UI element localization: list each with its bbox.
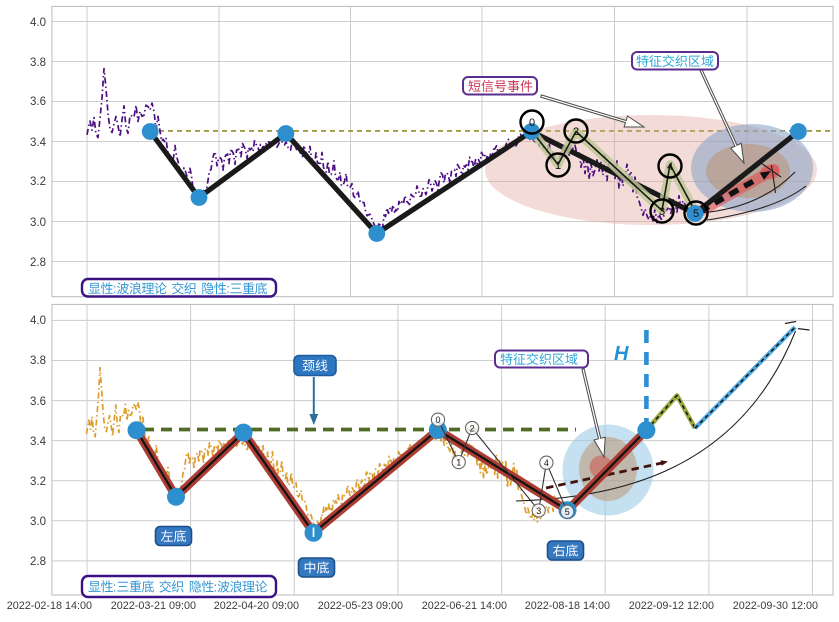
svg-text:2.8: 2.8 — [30, 257, 46, 269]
svg-text:3.4: 3.4 — [30, 137, 47, 149]
svg-text:2022-09-12 12:00: 2022-09-12 12:00 — [629, 600, 714, 612]
svg-text:2022-04-20 09:00: 2022-04-20 09:00 — [214, 600, 299, 612]
svg-text:1: 1 — [456, 458, 461, 468]
svg-text:0: 0 — [435, 415, 440, 425]
svg-text:2022-08-18 14:00: 2022-08-18 14:00 — [525, 600, 610, 612]
svg-text:3: 3 — [659, 206, 665, 218]
svg-text:2.8: 2.8 — [30, 556, 46, 568]
svg-text:3.2: 3.2 — [30, 176, 46, 188]
svg-text:3.6: 3.6 — [30, 96, 46, 108]
svg-text:4: 4 — [544, 458, 549, 468]
svg-text::: : — [214, 579, 218, 594]
svg-text:H: H — [614, 343, 629, 365]
svg-text:2022-03-21 09:00: 2022-03-21 09:00 — [111, 600, 196, 612]
svg-text::: : — [113, 281, 117, 296]
svg-text:3.2: 3.2 — [30, 476, 46, 488]
svg-text:3.4: 3.4 — [30, 436, 47, 448]
svg-text:3.8: 3.8 — [30, 57, 46, 69]
svg-text:4.0: 4.0 — [30, 17, 46, 29]
svg-text:2: 2 — [470, 424, 475, 434]
svg-text:4: 4 — [667, 161, 673, 173]
svg-text:3.0: 3.0 — [30, 516, 46, 528]
svg-text::: : — [226, 281, 230, 296]
svg-text:3.6: 3.6 — [30, 396, 46, 408]
svg-text:2022-05-23 09:00: 2022-05-23 09:00 — [318, 600, 403, 612]
svg-text:3.0: 3.0 — [30, 217, 46, 229]
svg-text:3: 3 — [536, 506, 541, 516]
svg-text:1: 1 — [555, 160, 561, 172]
svg-text:2: 2 — [573, 126, 579, 138]
svg-text:2022-02-18 14:00: 2022-02-18 14:00 — [7, 600, 92, 612]
svg-text:3.8: 3.8 — [30, 355, 46, 367]
svg-text:2022-06-21 14:00: 2022-06-21 14:00 — [422, 600, 507, 612]
svg-text:5: 5 — [565, 507, 570, 517]
svg-text:2022-09-30 12:00: 2022-09-30 12:00 — [733, 600, 818, 612]
svg-text:0: 0 — [529, 117, 535, 129]
svg-text:5: 5 — [693, 208, 699, 220]
svg-text::: : — [113, 579, 117, 594]
svg-text:4.0: 4.0 — [30, 315, 46, 327]
